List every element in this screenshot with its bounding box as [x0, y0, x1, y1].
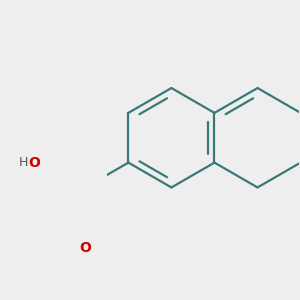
Text: O: O — [80, 242, 91, 255]
Text: O: O — [28, 156, 40, 170]
Text: H: H — [19, 156, 28, 169]
